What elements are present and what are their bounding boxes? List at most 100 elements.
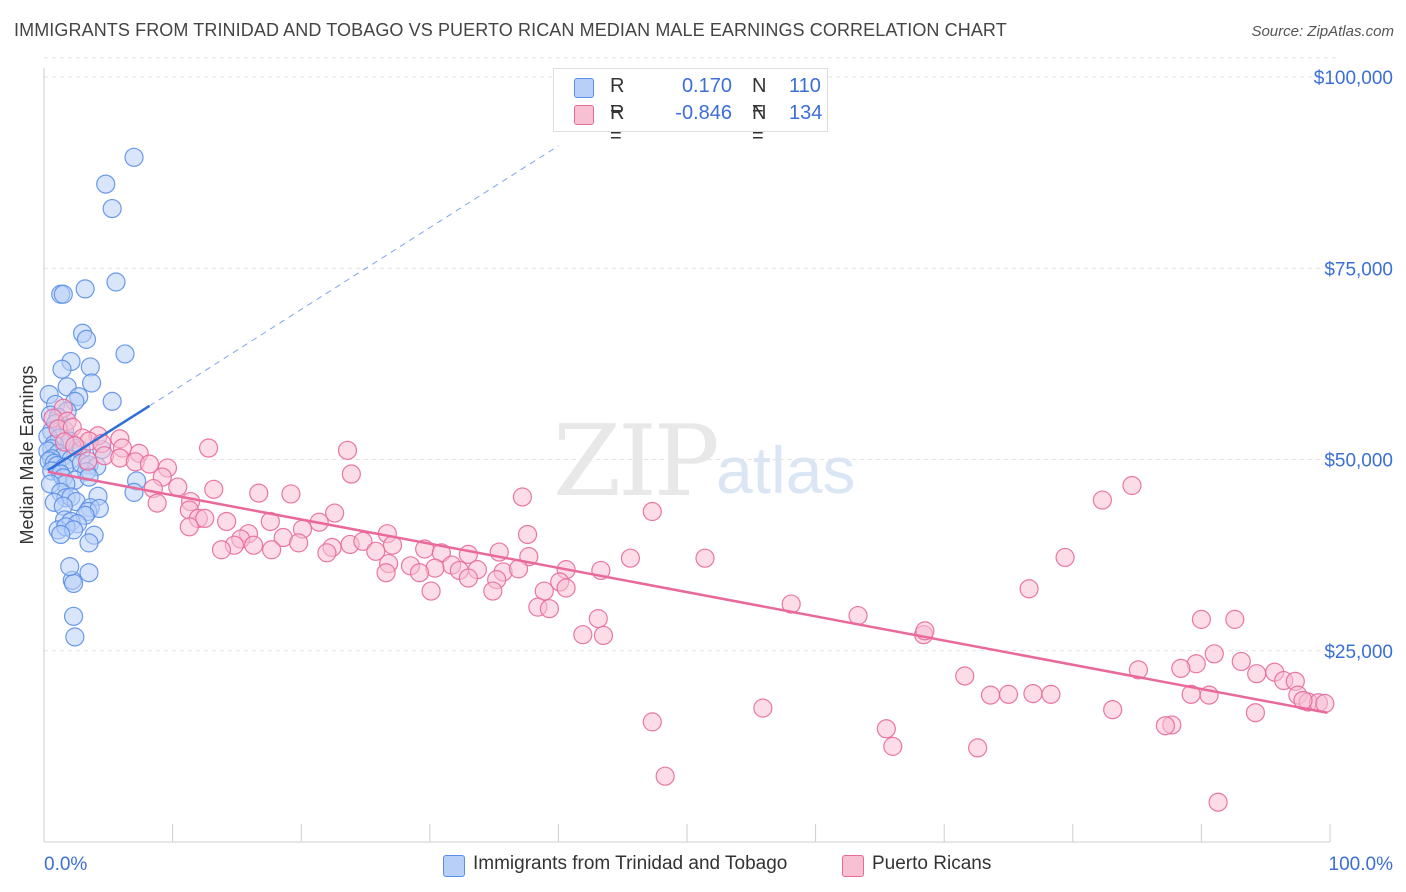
trinidad-point: [52, 359, 72, 379]
trinidad-point: [51, 524, 71, 545]
puerto-rican-point: [695, 548, 715, 568]
trinidad-point: [65, 627, 85, 647]
puerto-rican-point: [593, 625, 614, 646]
x-tick-label: 0.0%: [44, 854, 87, 875]
trinidad-point: [102, 391, 122, 411]
puerto-rican-point: [1122, 475, 1142, 496]
puerto-rican-point: [217, 511, 237, 532]
puerto-rican-point: [204, 479, 224, 499]
puerto-rican-point: [588, 609, 608, 629]
trinidad-point: [102, 198, 122, 219]
puerto-rican-point: [325, 503, 345, 523]
legend-n-value: 134: [789, 102, 823, 124]
puerto-rican-point: [1191, 609, 1212, 629]
trinidad-point: [63, 573, 84, 594]
puerto-rican-point: [1293, 690, 1313, 711]
puerto-rican-point: [883, 736, 903, 756]
legend-r-label: R =: [610, 75, 625, 120]
trinidad-point: [79, 563, 99, 583]
grid-layer: [44, 57, 1336, 652]
trinidad-point: [53, 284, 73, 304]
legend-label: Puerto Ricans: [872, 853, 992, 874]
puerto-rican-point: [421, 581, 441, 601]
puerto-rican-point: [1055, 547, 1075, 568]
puerto-rican-point: [1247, 664, 1267, 684]
puerto-rican-point: [642, 712, 662, 732]
puerto-rican-point: [168, 477, 188, 497]
trinidad-point: [79, 533, 99, 553]
y-tick-label: $100,000: [1314, 68, 1393, 89]
trinidad-point: [76, 329, 97, 349]
puerto-rican-point: [317, 543, 337, 563]
puerto-rican-point: [753, 698, 773, 718]
legend-label: Immigrants from Trinidad and Tobago: [473, 853, 788, 874]
trinidad-point: [75, 279, 95, 299]
watermark-atlas: atlas: [716, 433, 856, 507]
puerto-rican-point: [573, 625, 593, 645]
source-label: Source: ZipAtlas.com: [1251, 23, 1394, 40]
puerto-rican-point: [483, 581, 503, 601]
chart-title: IMMIGRANTS FROM TRINIDAD AND TOBAGO VS P…: [14, 20, 1007, 40]
legend-r-label: R =: [610, 102, 625, 147]
puerto-rican-point: [1245, 703, 1266, 723]
puerto-rican-point: [534, 581, 554, 601]
puerto-rican-point: [1019, 579, 1039, 599]
puerto-rican-point: [147, 493, 167, 513]
puerto-rican-point: [341, 464, 361, 484]
puerto-rican-trend-line: [47, 470, 1328, 714]
legend-r-value: 0.170: [681, 75, 732, 97]
puerto-rican-point: [337, 440, 358, 460]
puerto-rican-point: [458, 568, 478, 588]
puerto-rican-point: [78, 451, 98, 471]
correlation-legend: R = 0.170 N = 110 R = -0.846 N = 134: [553, 68, 828, 147]
puerto-rican-point: [1231, 651, 1251, 672]
puerto-rican-point: [968, 738, 988, 758]
trinidad-point: [106, 272, 126, 292]
trinidad-point: [115, 344, 135, 364]
axis-layer: [43, 68, 1331, 843]
puerto-rican-point: [1023, 683, 1043, 704]
trinidad-point: [81, 373, 102, 393]
legend-swatch-blue: [574, 78, 594, 98]
puerto-rican-point: [244, 535, 264, 555]
trinidad-trend-extension: [149, 145, 559, 407]
puerto-rican-point: [876, 719, 896, 739]
puerto-rican-point: [249, 483, 269, 503]
puerto-rican-point: [366, 541, 386, 561]
puerto-rican-point: [1225, 609, 1245, 629]
puerto-rican-point: [781, 594, 801, 614]
legend-swatch-blue: [443, 855, 465, 877]
puerto-rican-point: [211, 540, 232, 560]
puerto-rican-point: [556, 578, 576, 598]
trinidad-trend-line: [47, 404, 151, 472]
x-tick-label: 100.0%: [1329, 854, 1394, 875]
legend-swatch-pink: [842, 855, 864, 877]
puerto-rican-point: [1128, 660, 1148, 680]
label-layer: $25,000 $50,000 $75,000 $100,000 0.0% 100.0% M…: [17, 68, 1393, 875]
puerto-rican-point: [289, 533, 309, 553]
puerto-rican-point: [517, 524, 538, 545]
puerto-rican-point: [1155, 716, 1175, 736]
puerto-rican-point: [179, 517, 199, 537]
puerto-rican-point: [139, 454, 160, 474]
puerto-rican-point: [1204, 644, 1224, 664]
puerto-rican-point: [620, 548, 641, 568]
puerto-rican-point: [998, 684, 1019, 704]
puerto-rican-point: [512, 487, 532, 507]
puerto-rican-point: [199, 438, 219, 458]
trinidad-point: [63, 606, 84, 626]
y-tick-label: $25,000: [1324, 642, 1393, 663]
points-layer: [38, 147, 1335, 812]
trinidad-point: [124, 147, 144, 167]
puerto-rican-point: [955, 666, 975, 686]
trinidad-point: [80, 357, 100, 377]
trinidad-point: [60, 556, 80, 577]
watermark-zip: ZIP: [553, 405, 720, 519]
puerto-rican-point: [980, 685, 1001, 705]
puerto-rican-point: [195, 508, 215, 529]
trend-layer: [47, 145, 1328, 714]
y-axis-title: Median Male Earnings: [17, 365, 37, 544]
legend-n-label: N =: [752, 102, 767, 147]
puerto-rican-point: [642, 501, 662, 522]
